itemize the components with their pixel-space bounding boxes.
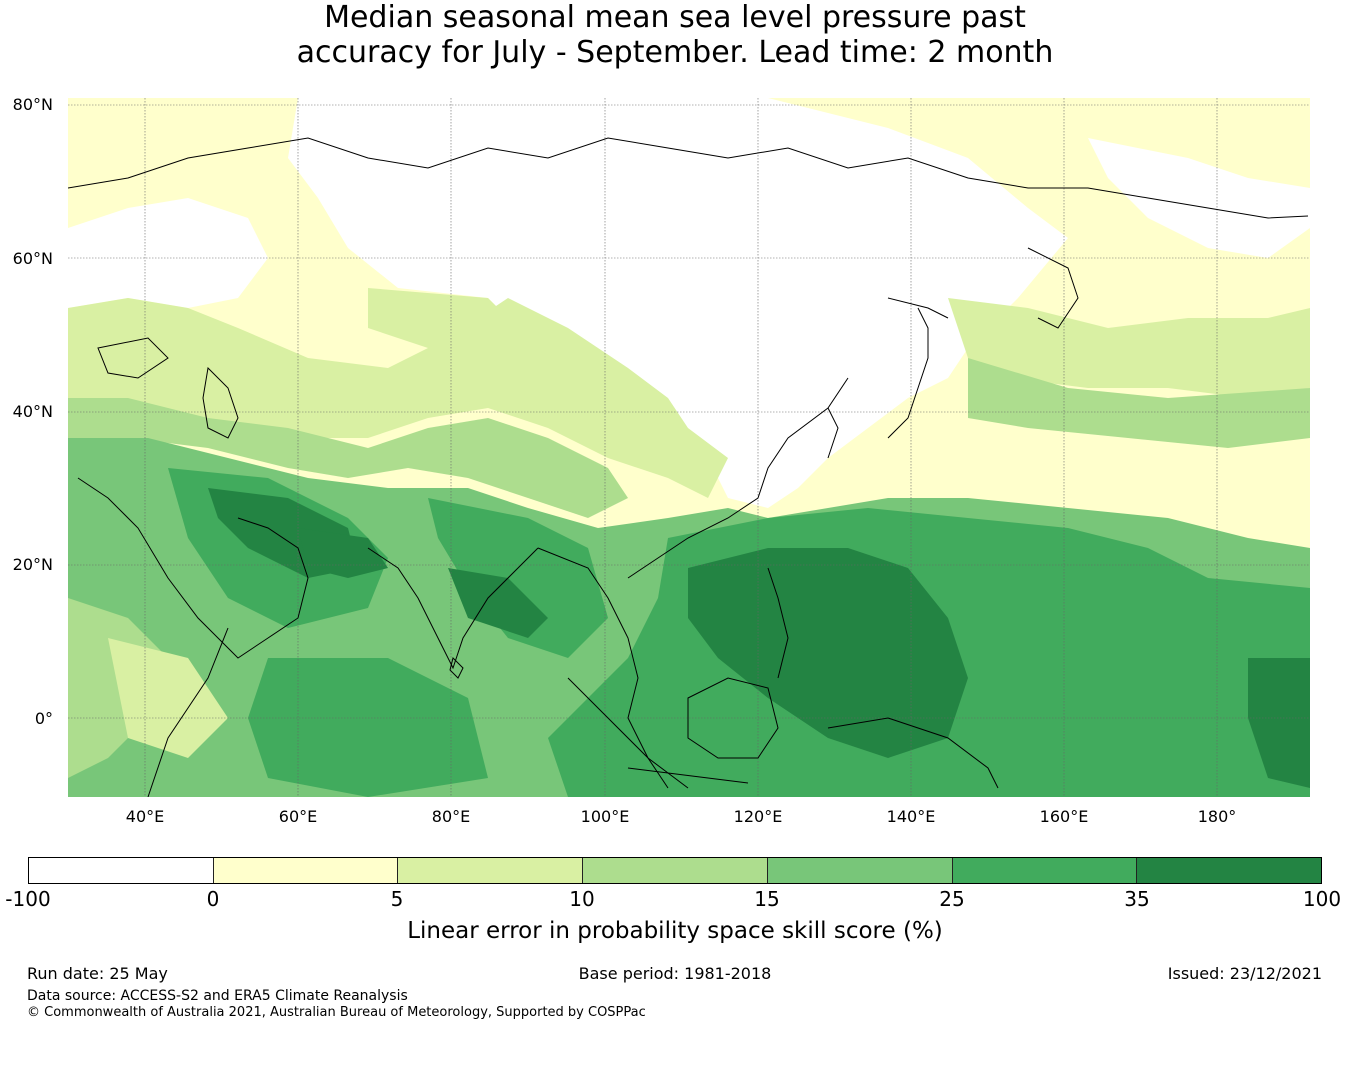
skill-score-map — [68, 98, 1310, 797]
lon-label-80e: 80°E — [431, 807, 471, 826]
colorbar-tick-10: 10 — [569, 887, 595, 911]
lat-label-20n: 20°N — [12, 555, 53, 574]
lon-label-160e: 160°E — [1039, 807, 1089, 826]
colorbar-segment-2 — [398, 858, 584, 883]
colorbar-segment-6 — [1137, 858, 1322, 883]
colorbar-tick-0: 0 — [206, 887, 220, 911]
colorbar-segment-1 — [213, 858, 399, 883]
lon-label-40e: 40°E — [125, 807, 165, 826]
lon-label-100e: 100°E — [580, 807, 630, 826]
map-gridlines — [68, 98, 1310, 797]
colorbar-segment-3 — [583, 858, 768, 883]
issued-date: Issued: 23/12/2021 — [1167, 964, 1322, 983]
run-date: Run date: 25 May — [27, 964, 168, 983]
lat-label-80n: 80°N — [12, 95, 53, 114]
coastlines — [68, 137, 1309, 797]
lat-label-0: 0° — [34, 709, 53, 728]
colorbar-segment-0 — [29, 858, 214, 883]
colorbar-segment-5 — [952, 858, 1138, 883]
colorbar-tick-5: 5 — [390, 887, 404, 911]
colorbar-tick-25: 25 — [939, 887, 965, 911]
colorbar-tick-15: 15 — [754, 887, 780, 911]
lon-label-120e: 120°E — [733, 807, 783, 826]
base-period: Base period: 1981-2018 — [578, 964, 772, 983]
lon-label-140e: 140°E — [886, 807, 936, 826]
chart-title-line-1: Median seasonal mean sea level pressure … — [324, 0, 1026, 35]
data-source: Data source: ACCESS-S2 and ERA5 Climate … — [27, 988, 408, 1004]
colorbar-label: Linear error in probability space skill … — [407, 918, 943, 944]
colorbar-tick-100: 100 — [1302, 887, 1342, 911]
colorbar — [28, 857, 1322, 884]
lon-label-60e: 60°E — [278, 807, 318, 826]
lat-label-60n: 60°N — [12, 249, 53, 268]
lon-label-180: 180° — [1197, 807, 1237, 826]
chart-title-line-2: accuracy for July - September. Lead time… — [296, 35, 1054, 70]
colorbar-segment-4 — [767, 858, 953, 883]
colorbar-tick-35: 35 — [1124, 887, 1150, 911]
lat-label-40n: 40°N — [12, 402, 53, 421]
copyright-notice: © Commonwealth of Australia 2021, Austra… — [27, 1005, 646, 1020]
colorbar-tick-minus-100: -100 — [5, 887, 51, 911]
